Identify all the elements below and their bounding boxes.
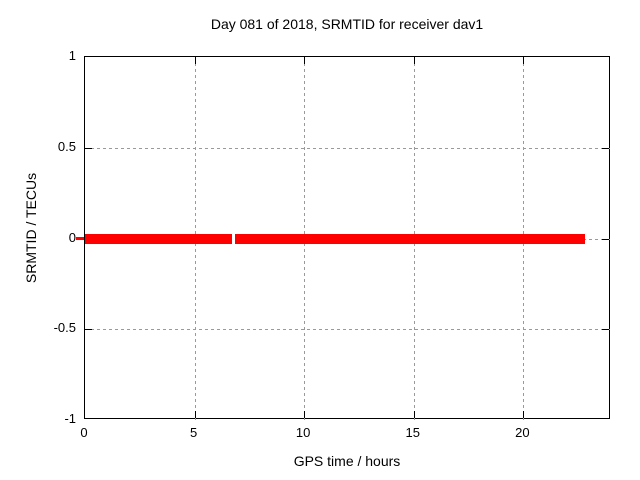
y-tick-mark-right	[602, 147, 609, 149]
y-axis-label: SRMTID / TECUs	[23, 172, 39, 284]
y-gridline	[85, 329, 611, 331]
x-tick-label: 0	[80, 425, 88, 440]
x-tick-mark-bottom	[304, 411, 306, 418]
x-tick-mark-bottom	[523, 411, 525, 418]
plot-area	[76, 56, 611, 420]
y-tick-mark-right	[602, 238, 609, 240]
chart-title: Day 081 of 2018, SRMTID for receiver dav…	[210, 16, 484, 32]
series-left-cap	[76, 237, 84, 240]
x-tick-mark-top	[523, 57, 525, 64]
y-tick-label: 0	[68, 229, 76, 245]
x-tick-label: 10	[295, 425, 311, 440]
data-series-segment	[85, 234, 233, 244]
x-tick-mark-top	[194, 57, 196, 64]
y-tick-mark-left	[85, 329, 92, 331]
x-tick-mark-bottom	[413, 411, 415, 418]
x-tick-mark-top	[413, 57, 415, 64]
data-series-segment	[235, 234, 586, 244]
y-tick-mark-left	[85, 147, 92, 149]
y-tick-label: 0.5	[57, 138, 76, 154]
y-tick-label: 1	[68, 48, 76, 63]
y-tick-label: -0.5	[53, 320, 76, 336]
x-tick-label: 20	[515, 425, 530, 440]
y-gridline	[85, 147, 611, 149]
x-tick-mark-top	[304, 57, 306, 64]
y-tick-mark-right	[602, 329, 609, 331]
x-tick-label: 5	[189, 425, 198, 440]
x-tick-label: 15	[405, 425, 420, 440]
x-axis-label: GPS time / hours	[293, 453, 401, 469]
x-tick-mark-bottom	[194, 411, 196, 418]
y-tick-label: -1	[64, 411, 76, 426]
